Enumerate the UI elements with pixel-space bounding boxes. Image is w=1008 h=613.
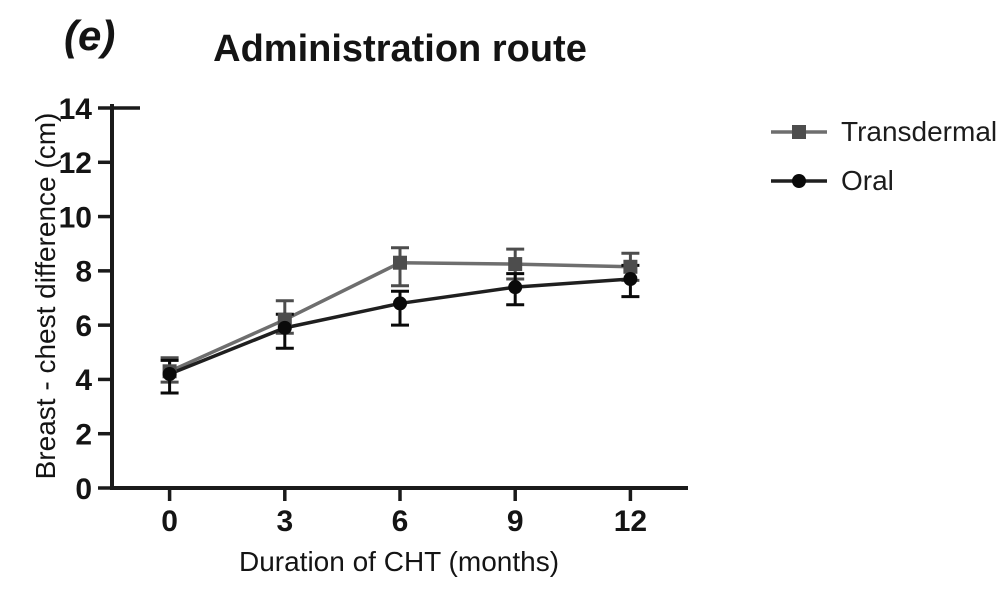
x-tick-label: 3 bbox=[276, 505, 293, 538]
data-point-marker bbox=[162, 367, 177, 381]
legend-item: Oral bbox=[770, 156, 997, 205]
x-axis-title: Duration of CHT (months) bbox=[238, 546, 560, 577]
x-tick-label: 9 bbox=[507, 505, 524, 538]
legend: Transdermal Oral bbox=[770, 107, 997, 205]
data-point-marker bbox=[508, 257, 523, 272]
y-tick-label: 4 bbox=[75, 364, 92, 397]
x-tick-label: 6 bbox=[392, 505, 409, 538]
square-marker-icon bbox=[771, 124, 827, 139]
data-point-marker bbox=[623, 272, 638, 286]
y-tick-label: 14 bbox=[59, 93, 93, 126]
circle-marker-icon bbox=[771, 173, 827, 188]
legend-label: Transdermal bbox=[841, 115, 998, 147]
data-point-marker bbox=[623, 259, 638, 274]
x-tick-label: 12 bbox=[614, 505, 647, 538]
y-tick-label: 12 bbox=[59, 147, 92, 180]
data-point-marker bbox=[393, 296, 407, 311]
data-point-marker bbox=[508, 280, 523, 295]
y-tick-label: 0 bbox=[75, 473, 92, 506]
x-tick-label: 0 bbox=[161, 505, 178, 538]
data-point-marker bbox=[277, 320, 292, 335]
chart-title: Administration route bbox=[213, 28, 587, 70]
data-point-marker bbox=[393, 255, 407, 270]
y-tick-label: 2 bbox=[75, 419, 92, 452]
legend-item: Transdermal bbox=[770, 107, 997, 156]
y-tick-label: 10 bbox=[59, 201, 92, 234]
y-tick-label: 8 bbox=[75, 256, 92, 289]
y-tick-label: 6 bbox=[75, 310, 92, 343]
legend-label: Oral bbox=[841, 164, 894, 196]
panel-label: (e) bbox=[64, 12, 116, 59]
